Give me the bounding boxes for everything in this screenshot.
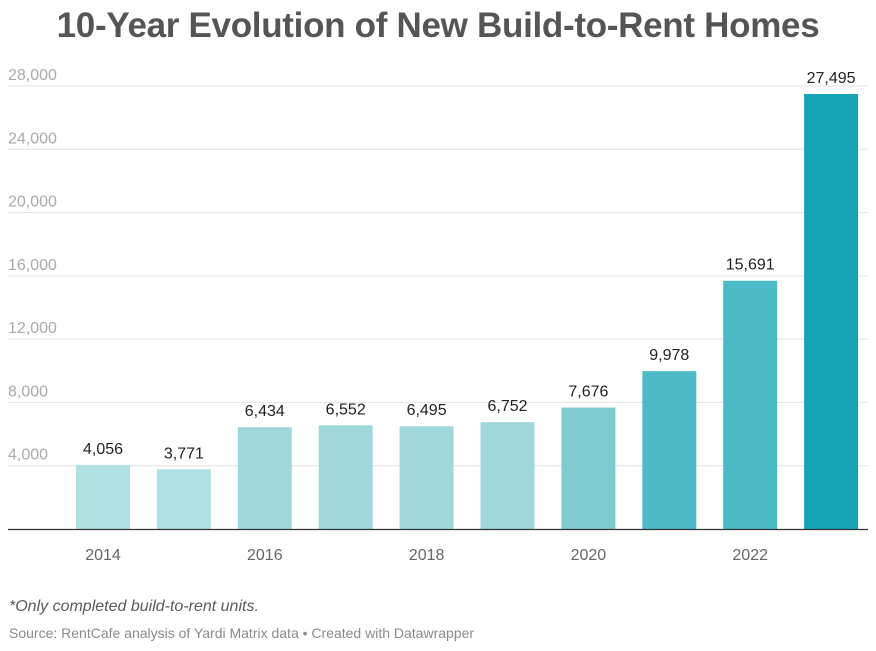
y-tick-label: 4,000: [8, 447, 48, 464]
bar-2018: [399, 426, 454, 529]
source-credit: Source: RentCafe analysis of Yardi Matri…: [9, 625, 475, 641]
y-tick-label: 12,000: [8, 320, 57, 337]
bars: [76, 93, 859, 530]
data-label: 6,495: [407, 402, 447, 419]
bar-2016: [237, 427, 292, 529]
x-tick-label: 2014: [85, 547, 121, 564]
x-tick-label: 2020: [571, 547, 607, 564]
data-label: 7,676: [568, 384, 608, 401]
data-label: 9,978: [649, 347, 689, 364]
y-tick-label: 24,000: [8, 130, 57, 147]
data-label: 6,552: [326, 401, 366, 418]
data-labels: 4,056 3,771 6,434 6,552 6,495 6,752 7,676 9,978…: [83, 70, 856, 462]
bar-2017: [318, 425, 373, 529]
bar-2015: [156, 469, 211, 529]
chart-title: 10-Year Evolution of New Build-to-Rent H…: [56, 6, 820, 45]
y-tick-label: 8,000: [8, 383, 48, 400]
bar-2023: [804, 93, 859, 530]
bar-2022: [723, 280, 778, 529]
y-tick-label: 20,000: [8, 194, 57, 211]
x-tick-label: 2016: [247, 547, 283, 564]
y-tick-label: 16,000: [8, 257, 57, 274]
bar-2019: [480, 422, 535, 529]
x-tick-label: 2018: [409, 547, 445, 564]
data-label: 6,434: [245, 403, 285, 420]
footnote: *Only completed build-to-rent units.: [9, 598, 259, 615]
data-label: 15,691: [726, 257, 775, 274]
x-tick-label: 2022: [732, 547, 768, 564]
bar-2020: [561, 407, 616, 529]
y-tick-label: 28,000: [8, 67, 57, 84]
data-label: 27,495: [807, 70, 856, 87]
x-axis: 2014 2016 2018 2020 2022: [8, 528, 868, 564]
bar-2021: [642, 371, 697, 529]
data-label: 3,771: [164, 445, 204, 462]
data-label: 4,056: [83, 441, 123, 458]
gridlines: 4,000 8,000 12,000 16,000 20,000 24,000 28,000: [8, 67, 868, 467]
data-label: 6,752: [487, 398, 527, 415]
bar-2014: [76, 464, 130, 529]
